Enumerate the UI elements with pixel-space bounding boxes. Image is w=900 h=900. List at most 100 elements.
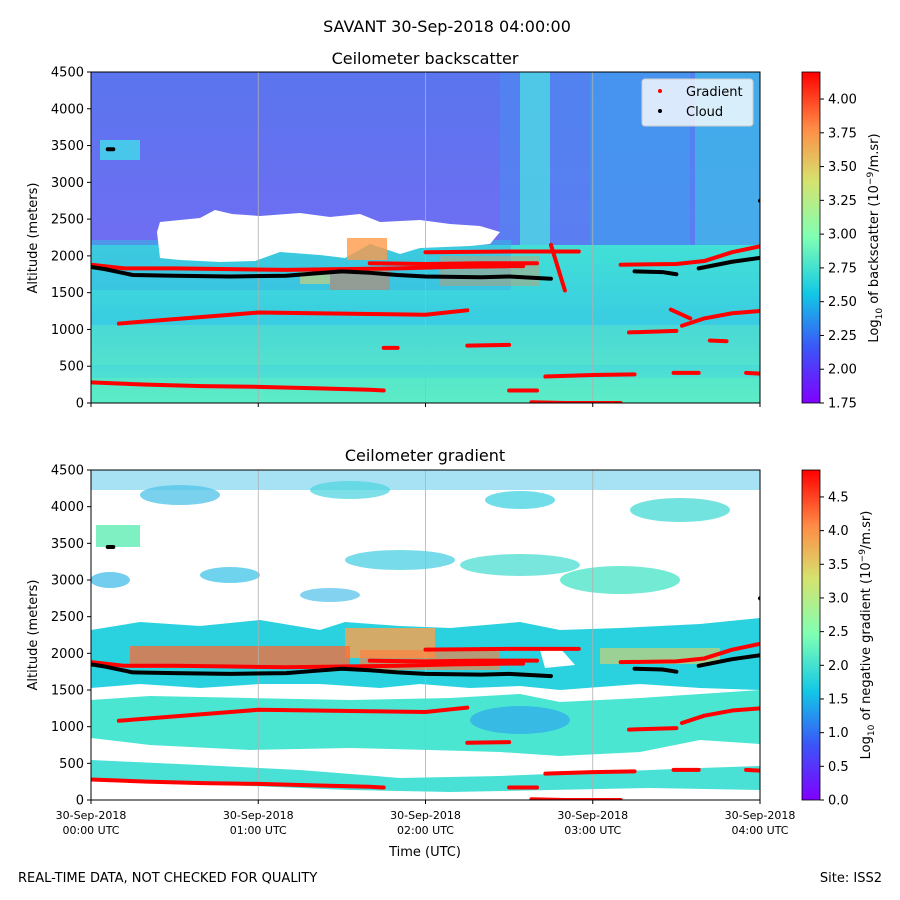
colorbar-tick-label: 1.75 — [828, 397, 857, 412]
y-tick-label: 4000 — [51, 500, 84, 515]
y-tick-label: 4500 — [51, 66, 84, 81]
y-tick-label: 1000 — [51, 323, 84, 338]
gradient-layer — [116, 705, 470, 723]
gradient-colorbar: 0.0 0.5 1.0 1.5 2.0 2.5 3.0 3.5 4.0 4.5 Log10 of … — [801, 469, 877, 809]
gradient-layer — [91, 660, 526, 670]
y-tick-label: 1500 — [51, 684, 84, 699]
gradient-layer — [367, 658, 539, 664]
colorbar-tick-label: 2.0 — [828, 659, 849, 674]
cloud-layer — [91, 662, 553, 679]
backscatter-colorbar-label: Log10 of backscatter (10−9/m.sr) — [866, 133, 885, 342]
colorbar-tick-label: 2.5 — [828, 625, 849, 640]
colorbar-tick-label: 2.00 — [828, 363, 857, 378]
y-tick-label: 2000 — [51, 647, 84, 662]
gradient-layer — [668, 307, 693, 321]
gradient-layer — [116, 308, 470, 326]
colorbar-tick-label: 4.0 — [828, 524, 849, 539]
gradient-panel: Ceilometer gradient — [26, 446, 877, 860]
gradient-ylabel: Altitude (meters) — [26, 580, 41, 691]
y-tick-label: 0 — [76, 397, 84, 412]
legend: Gradient Cloud — [641, 78, 754, 127]
gradient-layer — [626, 726, 679, 732]
cloud-layer — [91, 264, 553, 281]
backscatter-panel: Ceilometer backscatter 0 500 1000 1500 2000 2… — [26, 49, 885, 412]
y-tick-label: 1500 — [51, 286, 84, 301]
gradient-layer — [91, 777, 386, 790]
y-tick-label: 4000 — [51, 102, 84, 117]
backscatter-ylabel: Altitude (meters) — [26, 183, 41, 294]
backscatter-xaxis — [90, 403, 761, 407]
colorbar-tick-label: 3.25 — [828, 194, 857, 209]
x-tick-label-time: 02:00 UTC — [397, 824, 454, 837]
legend-box — [641, 78, 754, 127]
gradient-layer — [618, 641, 760, 665]
colorbar-tick-label: 4.5 — [828, 490, 849, 505]
cloud-layer — [758, 595, 760, 601]
legend-cloud-label: Cloud — [686, 105, 723, 120]
colorbar-tick-label: 3.75 — [828, 126, 857, 141]
x-tick-label-date: 30-Sep-2018 — [56, 809, 127, 822]
colorbar-tick-label: 0.0 — [828, 794, 849, 809]
legend-gradient-marker — [658, 89, 662, 93]
colorbar-tick-label: 2.50 — [828, 295, 857, 310]
x-tick-label-time: 04:00 UTC — [731, 824, 788, 837]
colorbar-tick-label: 3.50 — [828, 160, 857, 175]
colorbar-tick-label: 4.00 — [828, 93, 857, 108]
cloud-layer — [696, 255, 760, 271]
gradient-yaxis: 0 500 1000 1500 2000 2500 3000 3500 4000 4500 — [51, 464, 91, 809]
gradient-layer — [679, 309, 760, 328]
colorbar-tick-label: 1.5 — [828, 692, 849, 707]
gradient-layer — [543, 769, 637, 776]
y-tick-label: 2500 — [51, 610, 84, 625]
x-tick-label-date: 30-Sep-2018 — [390, 809, 461, 822]
gradient-layer — [465, 342, 512, 348]
x-tick-label-time: 01:00 UTC — [230, 824, 287, 837]
backscatter-colorbar-gradient — [801, 71, 821, 404]
backscatter-gridlines — [257, 72, 594, 403]
cloud-layer — [632, 269, 679, 277]
gradient-layer — [707, 338, 729, 344]
backscatter-title: Ceilometer backscatter — [332, 49, 519, 68]
gradient-layer — [618, 244, 760, 267]
backscatter-yaxis: 0 500 1000 1500 2000 2500 3000 3500 4000 4500 — [51, 66, 91, 412]
legend-cloud-marker — [658, 109, 662, 113]
colorbar-tick-label: 3.0 — [828, 591, 849, 606]
gradient-layer — [367, 261, 539, 266]
colorbar-tick-label: 2.75 — [828, 261, 857, 276]
footer-site: Site: ISS2 — [820, 871, 882, 886]
colorbar-tick-label: 1.0 — [828, 726, 849, 741]
gradient-layer — [679, 706, 760, 725]
x-tick-label-date: 30-Sep-2018 — [223, 809, 294, 822]
gradient-layer — [744, 767, 760, 773]
gradient-title: Ceilometer gradient — [345, 446, 505, 465]
y-tick-label: 500 — [59, 757, 84, 772]
cloud-layer — [758, 198, 760, 203]
y-tick-label: 3500 — [51, 537, 84, 552]
footer-quality-note: REAL-TIME DATA, NOT CHECKED FOR QUALITY — [18, 871, 317, 886]
y-tick-label: 2500 — [51, 213, 84, 228]
legend-gradient-label: Gradient — [686, 85, 743, 100]
gradient-layer — [543, 372, 637, 379]
x-tick-label-time: 00:00 UTC — [62, 824, 119, 837]
gradient-layer — [423, 646, 581, 652]
colorbar-tick-label: 0.5 — [828, 760, 849, 775]
gradient-xlabel: Time (UTC) — [388, 845, 461, 860]
y-tick-label: 0 — [76, 794, 84, 809]
y-tick-label: 3000 — [51, 574, 84, 589]
gradient-colorbar-ticks: 0.0 0.5 1.0 1.5 2.0 2.5 3.0 3.5 4.0 4.5 — [820, 490, 849, 809]
backscatter-colorbar-ticks: 1.75 2.00 2.25 2.50 2.75 3.00 3.25 3.50 3.75 4.00 — [820, 93, 857, 412]
y-tick-label: 2000 — [51, 249, 84, 264]
x-tick-label-time: 03:00 UTC — [564, 824, 621, 837]
gradient-layer — [626, 328, 679, 335]
gradient-layer — [423, 249, 581, 255]
y-tick-label: 4500 — [51, 464, 84, 479]
backscatter-colorbar: 1.75 2.00 2.25 2.50 2.75 3.00 3.25 3.50 3.75 4.00… — [801, 71, 885, 412]
gradient-layer — [744, 370, 760, 376]
gradient-series — [91, 545, 760, 800]
x-tick-label-date: 30-Sep-2018 — [725, 809, 796, 822]
figure-title: SAVANT 30-Sep-2018 04:00:00 — [323, 17, 571, 36]
gradient-layer — [548, 242, 567, 293]
gradient-gridlines — [257, 470, 594, 800]
colorbar-tick-label: 2.25 — [828, 329, 857, 344]
